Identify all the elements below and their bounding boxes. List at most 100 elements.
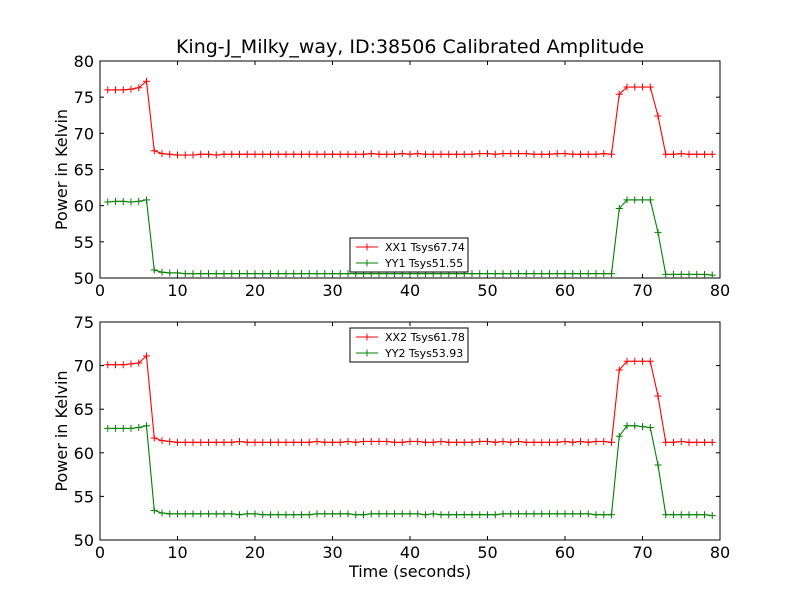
data-point-marker — [143, 77, 150, 85]
data-point-marker — [274, 150, 282, 158]
x-tick-label: 60 — [555, 281, 575, 300]
data-point-marker — [197, 150, 205, 158]
data-point-marker — [104, 86, 112, 94]
data-point-marker — [631, 83, 639, 91]
data-point-marker — [693, 270, 701, 278]
data-point-marker — [507, 510, 515, 518]
data-point-marker — [127, 360, 135, 368]
data-point-marker — [546, 270, 553, 278]
data-point-marker — [631, 357, 639, 365]
data-point-marker — [577, 437, 584, 445]
data-point-marker — [584, 510, 592, 518]
data-point-marker — [437, 511, 445, 519]
y-tick-label: 75 — [74, 88, 94, 107]
data-point-marker — [546, 150, 553, 158]
data-point-marker — [321, 438, 329, 446]
data-point-marker — [220, 510, 228, 518]
data-point-marker — [228, 510, 236, 518]
data-point-marker — [158, 268, 166, 276]
legend: XX1 Tsys67.74 YY1 Tsys51.55 — [349, 237, 469, 273]
x-tick-label: 40 — [400, 543, 420, 562]
data-point-marker — [468, 511, 476, 519]
data-point-marker — [484, 437, 491, 445]
y-tick-label: 50 — [74, 531, 94, 550]
data-point-marker — [243, 270, 251, 278]
data-point-marker — [329, 270, 336, 278]
data-point-marker — [406, 437, 414, 445]
data-point-marker — [143, 352, 150, 360]
data-point-marker — [515, 150, 522, 158]
data-point-marker — [329, 150, 336, 158]
data-point-marker — [181, 510, 189, 518]
data-point-marker — [336, 438, 344, 446]
legend-label: YY2 Tsys53.93 — [384, 347, 463, 360]
data-point-marker — [499, 150, 507, 158]
data-point-marker — [460, 511, 468, 519]
data-point-marker — [197, 438, 205, 446]
data-point-marker — [104, 424, 112, 432]
data-point-marker — [150, 434, 158, 442]
data-point-marker — [515, 510, 522, 518]
data-point-marker — [677, 511, 685, 519]
x-tick-label: 10 — [167, 281, 187, 300]
data-point-marker — [143, 196, 150, 204]
data-point-marker — [484, 150, 491, 158]
data-point-marker — [158, 437, 166, 445]
x-tick-label: 20 — [245, 543, 265, 562]
data-point-marker — [158, 150, 166, 158]
data-point-marker — [290, 511, 298, 519]
data-point-marker — [391, 510, 398, 518]
data-point-marker — [685, 438, 693, 446]
data-point-marker — [127, 424, 135, 432]
x-tick-label: 0 — [95, 543, 105, 562]
data-point-marker — [313, 510, 321, 518]
data-point-marker — [236, 150, 243, 158]
data-point-marker — [406, 510, 414, 518]
data-point-marker — [398, 510, 406, 518]
data-point-marker — [600, 150, 608, 158]
data-point-marker — [685, 150, 693, 158]
data-point-marker — [670, 438, 677, 446]
data-point-marker — [608, 511, 615, 519]
data-point-marker — [530, 510, 538, 518]
data-point-marker — [530, 270, 538, 278]
data-point-marker — [282, 438, 290, 446]
data-point-marker — [623, 196, 631, 204]
data-point-marker — [112, 424, 119, 432]
data-point-marker — [135, 84, 143, 92]
data-point-marker — [344, 270, 352, 278]
data-point-marker — [298, 270, 305, 278]
data-point-marker — [708, 438, 716, 446]
data-point-marker — [313, 270, 321, 278]
data-point-marker — [197, 510, 205, 518]
data-point-marker — [212, 270, 220, 278]
data-point-marker — [104, 361, 112, 369]
x-tick-label: 50 — [477, 281, 497, 300]
data-point-marker — [119, 86, 127, 94]
data-point-marker — [158, 509, 166, 517]
data-point-marker — [468, 438, 476, 446]
data-point-marker — [569, 150, 577, 158]
data-point-marker — [538, 150, 546, 158]
data-point-marker — [522, 150, 530, 158]
data-point-marker — [127, 198, 135, 206]
data-point-marker — [181, 151, 189, 159]
data-point-marker — [313, 150, 321, 158]
top-panel: 0 10 20 30 40 50 60 70 80 50 55 60 65 70 75 80 Power in … — [52, 52, 730, 300]
data-point-marker — [608, 150, 615, 158]
data-point-marker — [259, 511, 267, 519]
data-point-marker — [305, 270, 313, 278]
data-point-marker — [553, 150, 561, 158]
data-point-marker — [654, 392, 662, 400]
y-tick-label: 80 — [74, 52, 94, 71]
data-point-marker — [608, 270, 615, 278]
data-point-marker — [499, 510, 507, 518]
data-point-marker — [220, 270, 228, 278]
data-point-marker — [639, 196, 646, 204]
data-point-marker — [282, 270, 290, 278]
data-point-marker — [453, 511, 460, 519]
data-point-marker — [119, 197, 127, 205]
data-point-marker — [569, 438, 577, 446]
data-point-marker — [468, 150, 476, 158]
data-point-marker — [298, 150, 305, 158]
